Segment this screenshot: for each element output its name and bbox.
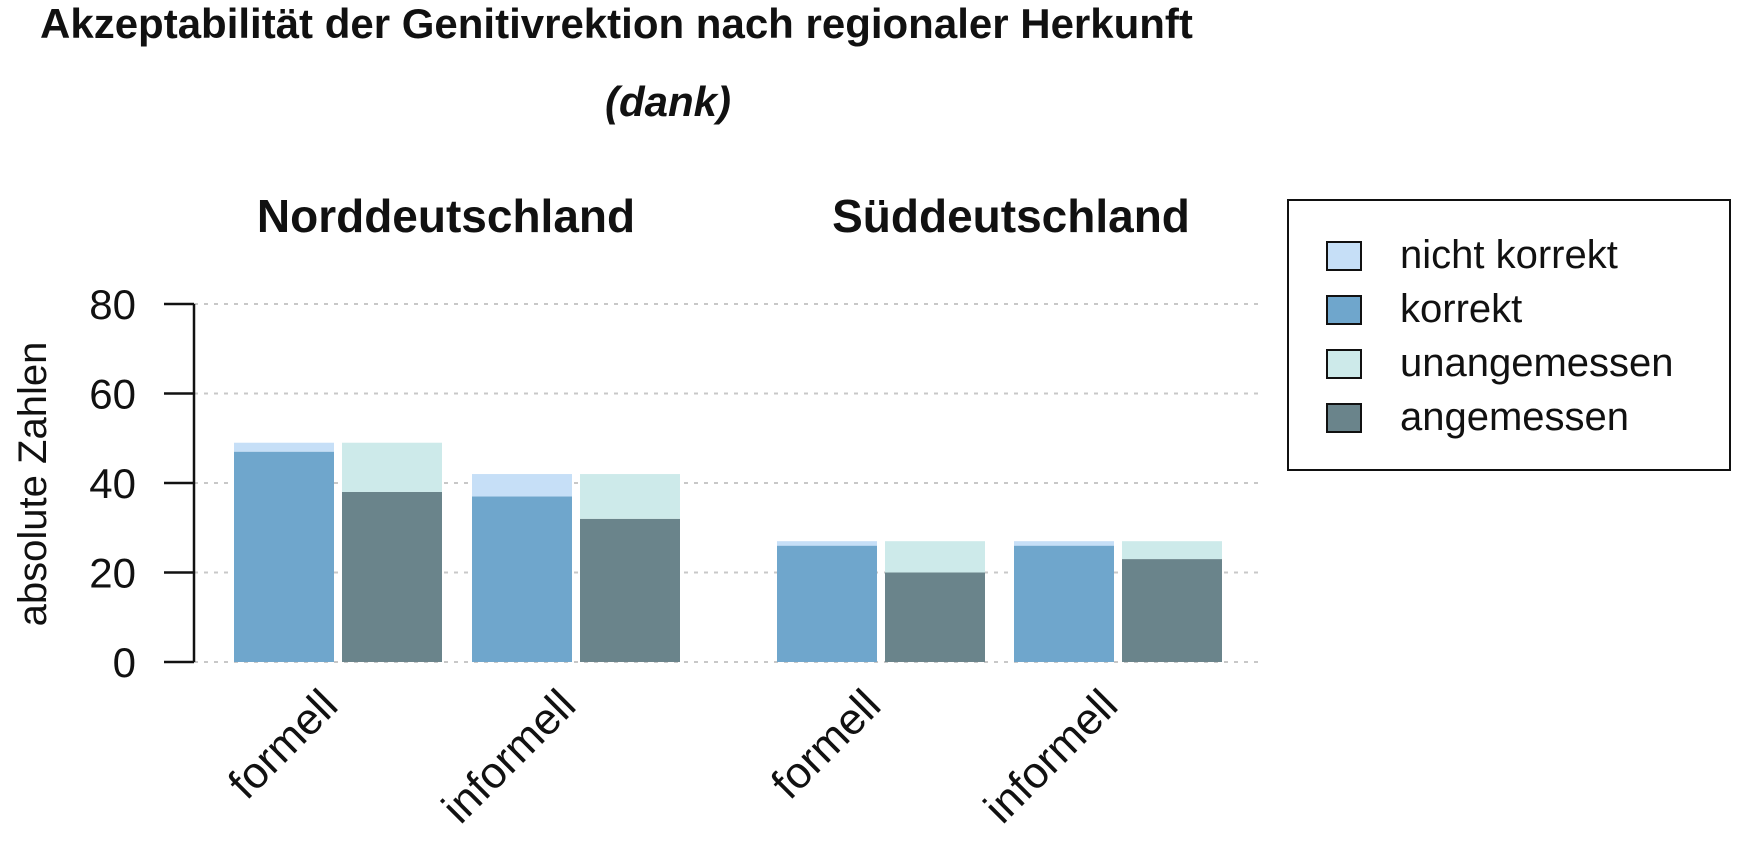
bar-korrekt	[777, 545, 877, 662]
legend-swatch	[1326, 403, 1362, 433]
bar-nicht-korrekt	[777, 541, 877, 546]
category-labels: formell informell formell informell	[219, 680, 1127, 832]
group-title: Norddeutschland	[257, 190, 635, 242]
y-tick-label: 40	[89, 460, 136, 507]
bars	[234, 442, 1222, 662]
y-tick-label: 20	[89, 550, 136, 597]
category-label: formell	[762, 680, 890, 808]
legend-label: unangemessen	[1400, 341, 1674, 385]
bar-korrekt	[234, 451, 334, 662]
legend-swatch	[1326, 295, 1362, 325]
chart-subtitle: (dank)	[605, 78, 731, 125]
bar-unangemessen	[1122, 541, 1222, 560]
legend-label: korrekt	[1400, 287, 1522, 331]
y-tick-label: 80	[89, 281, 136, 328]
category-label: formell	[219, 680, 347, 808]
category-label: informell	[433, 680, 585, 832]
bar-korrekt	[472, 496, 572, 662]
bar-angemessen	[580, 518, 680, 662]
bar-angemessen	[1122, 559, 1222, 662]
bar-unangemessen	[580, 474, 680, 519]
bar-nicht-korrekt	[1014, 541, 1114, 546]
y-tick-label: 60	[89, 371, 136, 418]
bar-nicht-korrekt	[472, 474, 572, 497]
y-axis-label: absolute Zahlen	[11, 342, 55, 627]
legend: nicht korrekt korrekt unangemessen angemess…	[1287, 199, 1731, 471]
legend-items: nicht korrekt korrekt unangemessen angemess…	[1326, 233, 1674, 439]
y-tick-label: 0	[113, 639, 136, 686]
bar-korrekt	[1014, 545, 1114, 662]
group-title: Süddeutschland	[832, 190, 1190, 242]
legend-label: nicht korrekt	[1400, 233, 1618, 277]
bar-unangemessen	[342, 442, 442, 492]
legend-label: angemessen	[1400, 395, 1629, 439]
bar-nicht-korrekt	[234, 442, 334, 452]
legend-swatch	[1326, 241, 1362, 271]
category-label: informell	[975, 680, 1127, 832]
bar-angemessen	[342, 491, 442, 662]
legend-swatch	[1326, 349, 1362, 379]
gridlines	[194, 303, 1260, 663]
y-axis: 0 20 40 60 80	[89, 281, 194, 686]
bar-angemessen	[885, 572, 985, 662]
chart-title: Akzeptabilität der Genitivrektion nach r…	[40, 0, 1193, 47]
bar-unangemessen	[885, 541, 985, 573]
group-titles: Norddeutschland Süddeutschland	[257, 190, 1190, 242]
